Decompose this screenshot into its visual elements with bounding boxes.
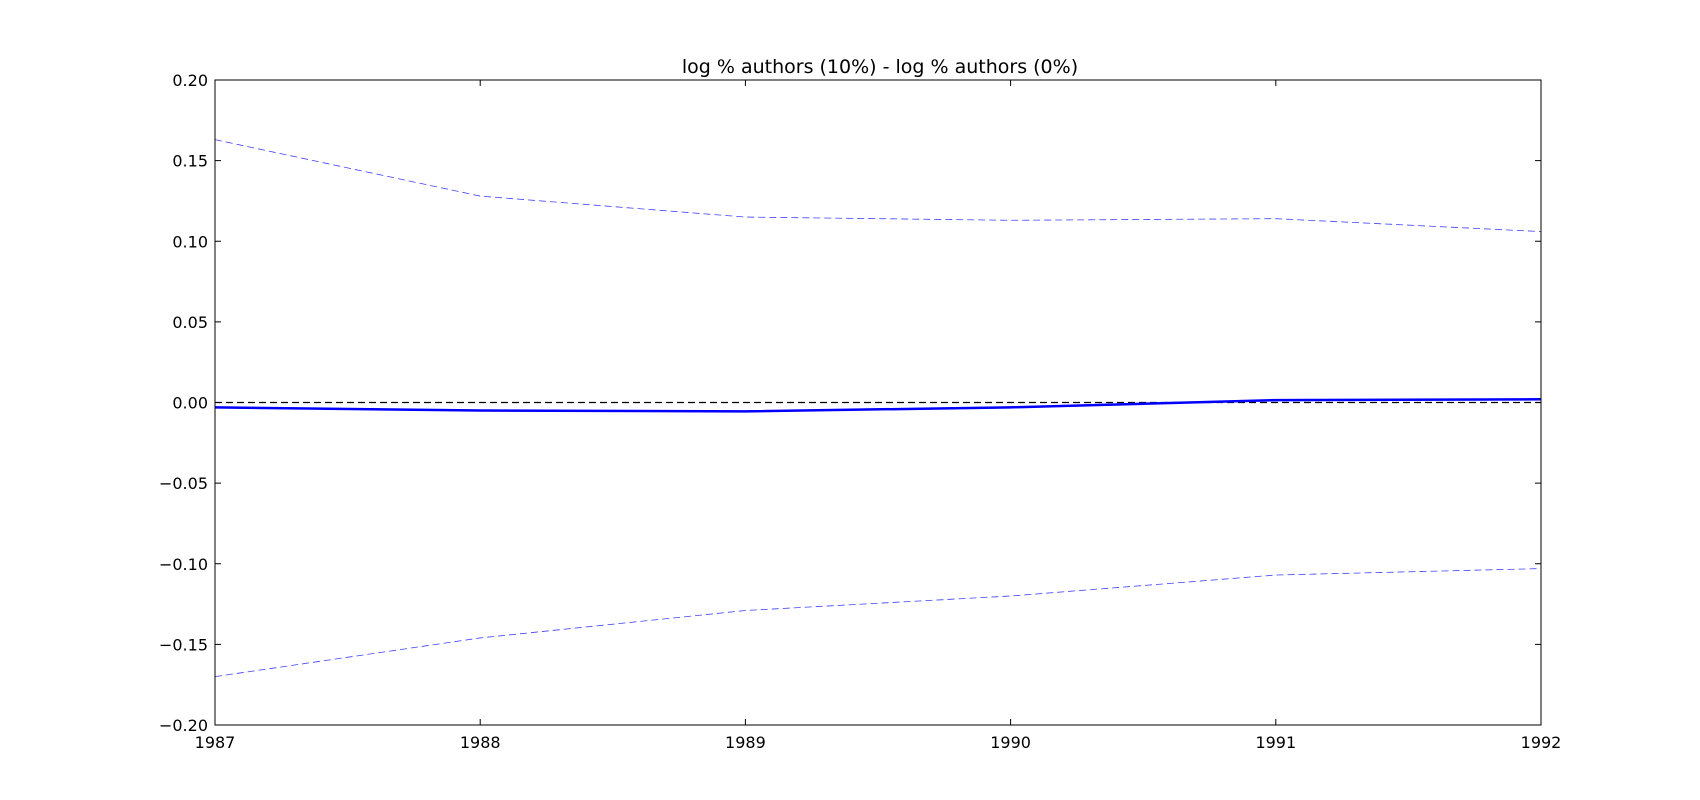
series-layer: [214, 139, 1542, 678]
y-tick-label: −0.05: [159, 474, 208, 493]
chart-title: log % authors (10%) - log % authors (0%): [682, 56, 1078, 78]
y-tick-label: −0.10: [159, 555, 208, 574]
x-tick-label: 1988: [460, 733, 501, 752]
ticks-layer: 1987 1988 1989 1990 1991 1992 0.20 0.15 0.10 0.05…: [159, 71, 1561, 752]
series-line-lower-band: [214, 568, 1542, 678]
x-tick-label: 1991: [1255, 733, 1296, 752]
y-tick-label: 0.00: [172, 394, 208, 413]
y-tick-label: 0.15: [172, 152, 208, 171]
series-line-upper-band: [214, 139, 1542, 232]
y-tick-label: 0.20: [172, 71, 208, 90]
x-tick-label: 1992: [1521, 733, 1562, 752]
y-tick-label: −0.15: [159, 635, 208, 654]
x-tick-label: 1989: [725, 733, 766, 752]
y-tick-label: 0.05: [172, 313, 208, 332]
series-line-estimate: [214, 398, 1542, 413]
x-tick-label: 1990: [990, 733, 1031, 752]
y-tick-label: −0.20: [159, 716, 208, 735]
y-tick-label: 0.10: [172, 232, 208, 251]
x-tick-label: 1987: [195, 733, 236, 752]
